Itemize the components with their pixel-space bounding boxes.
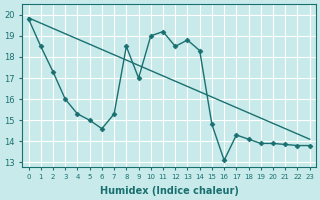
X-axis label: Humidex (Indice chaleur): Humidex (Indice chaleur): [100, 186, 239, 196]
